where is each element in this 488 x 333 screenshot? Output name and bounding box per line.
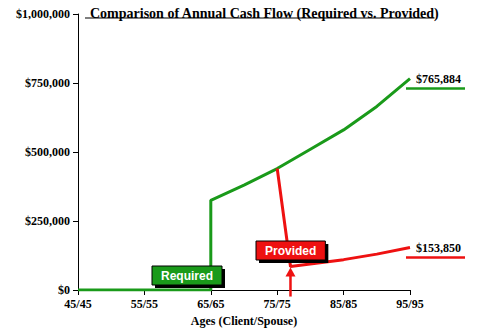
svg-text:Ages (Client/Spouse): Ages (Client/Spouse) bbox=[191, 314, 297, 328]
svg-text:Required: Required bbox=[161, 269, 213, 283]
svg-text:95/95: 95/95 bbox=[396, 297, 423, 311]
svg-text:$765,884: $765,884 bbox=[416, 72, 461, 86]
svg-text:$0: $0 bbox=[58, 283, 70, 297]
svg-text:Comparison of Annual Cash Flow: Comparison of Annual Cash Flow (Required… bbox=[90, 6, 439, 22]
svg-text:55/55: 55/55 bbox=[131, 297, 158, 311]
svg-text:$500,000: $500,000 bbox=[25, 145, 70, 159]
svg-text:$153,850: $153,850 bbox=[416, 241, 461, 255]
svg-text:Provided: Provided bbox=[265, 244, 316, 258]
svg-text:75/75: 75/75 bbox=[264, 297, 291, 311]
svg-text:$1,000,000: $1,000,000 bbox=[16, 7, 70, 21]
svg-text:65/65: 65/65 bbox=[197, 297, 224, 311]
svg-text:$250,000: $250,000 bbox=[25, 214, 70, 228]
svg-text:$750,000: $750,000 bbox=[25, 76, 70, 90]
svg-text:85/85: 85/85 bbox=[330, 297, 357, 311]
svg-text:45/45: 45/45 bbox=[64, 297, 91, 311]
